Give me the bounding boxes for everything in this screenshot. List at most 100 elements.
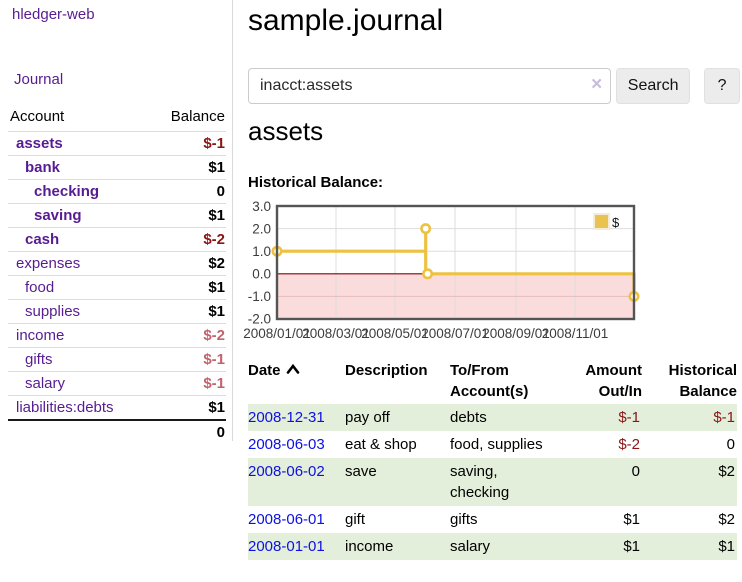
register-row: 2008-06-03 eat & shop food, supplies $-2… <box>248 431 737 458</box>
help-button[interactable]: ? <box>704 68 740 104</box>
transaction-balance: $2 <box>718 511 735 528</box>
y-tick-label: 0.0 <box>252 267 271 282</box>
account-row: supplies $1 <box>8 299 226 324</box>
transaction-description: eat & shop <box>345 436 417 453</box>
account-link-salary[interactable]: salary <box>25 375 66 392</box>
register-col-description: Description <box>345 362 428 379</box>
y-axis-labels: 3.0 2.0 1.0 0.0 -1.0 -2.0 <box>248 199 271 327</box>
account-row: saving $1 <box>8 203 226 228</box>
account-link-saving[interactable]: saving <box>34 207 82 224</box>
sidebar-item-journal[interactable]: Journal <box>14 71 64 88</box>
account-row: assets $-1 <box>8 131 226 156</box>
page-title: sample.journal <box>248 4 444 37</box>
account-row: bank $1 <box>8 155 226 180</box>
accounts-total-value: 0 <box>146 419 226 444</box>
legend-swatch-icon <box>593 213 610 230</box>
brand-link[interactable]: hledger-web <box>12 6 95 23</box>
register-row: 2008-12-31 pay off debts $-1 $-1 <box>248 404 737 431</box>
search-input[interactable] <box>248 68 612 104</box>
x-tick-label: 2008/07/01 <box>421 326 489 341</box>
x-tick-label: 2008/11/01 <box>542 326 609 341</box>
x-tick-label: 2008/09/01 <box>482 326 550 341</box>
register-row: 2008-06-02 save saving, checking 0 $2 <box>248 458 737 506</box>
account-balance: $2 <box>146 251 226 276</box>
account-link-checking[interactable]: checking <box>34 183 100 200</box>
sort-asc-icon <box>286 363 299 374</box>
chart-point-2008-06-01 <box>420 223 432 235</box>
register-col-accounts: To/From Account(s) <box>450 362 529 400</box>
transaction-description: gift <box>345 511 366 528</box>
clear-search-icon[interactable]: × <box>591 74 603 95</box>
accounts-col-balance: Balance <box>170 108 225 125</box>
transaction-date-link[interactable]: 2008-06-01 <box>248 511 325 528</box>
account-link-supplies[interactable]: supplies <box>25 303 81 320</box>
transaction-accounts: saving, checking <box>450 463 510 501</box>
x-axis-labels: 2008/01/01 2008/03/01 2008/05/01 2008/07… <box>243 326 608 341</box>
account-balance: $1 <box>146 203 226 228</box>
search-button[interactable]: Search <box>616 68 691 104</box>
register-header-row: Date Description To/From Account(s) Amoun… <box>248 358 737 404</box>
transaction-amount: $1 <box>623 511 640 528</box>
register-col-balance: Historical Balance <box>668 362 737 400</box>
chart-border <box>275 204 636 321</box>
account-row: food $1 <box>8 275 226 300</box>
transaction-date-link[interactable]: 2008-12-31 <box>248 409 325 426</box>
account-link-assets[interactable]: assets <box>16 135 63 152</box>
x-tick-label: 2008/03/01 <box>302 326 370 341</box>
y-tick-label: 3.0 <box>252 201 271 214</box>
register-row: 2008-06-01 gift gifts $1 $2 <box>248 506 737 533</box>
transaction-amount: $-1 <box>618 409 640 426</box>
transaction-accounts: gifts <box>450 511 478 528</box>
accounts-table: Account Balance assets $-1 bank $1 check… <box>8 104 226 444</box>
chart-title: Historical Balance: <box>248 174 384 191</box>
account-balance: $1 <box>146 155 226 180</box>
account-balance: $-1 <box>146 371 226 396</box>
transaction-balance: $1 <box>718 538 735 555</box>
accounts-col-account: Account <box>10 108 65 125</box>
register-row: 2008-01-01 income salary $1 $1 <box>248 533 737 560</box>
account-link-expenses[interactable]: expenses <box>16 255 81 272</box>
account-balance: $1 <box>146 299 226 324</box>
chart-legend: $ <box>593 213 620 230</box>
account-row: gifts $-1 <box>8 347 226 372</box>
account-link-cash[interactable]: cash <box>25 231 60 248</box>
account-link-gifts[interactable]: gifts <box>25 351 53 368</box>
account-balance: $1 <box>146 395 226 420</box>
account-link-income[interactable]: income <box>16 327 65 344</box>
account-row: expenses $2 <box>8 251 226 276</box>
account-balance: $-2 <box>146 227 226 252</box>
legend-label: $ <box>612 215 620 230</box>
transaction-amount: 0 <box>631 463 640 480</box>
account-link-bank[interactable]: bank <box>25 159 61 176</box>
account-row: checking 0 <box>8 179 226 204</box>
main-content: sample.journal × Search ? assets Histori… <box>243 0 740 582</box>
account-balance: $-1 <box>146 131 226 156</box>
y-tick-label: -2.0 <box>248 312 271 327</box>
register-col-date[interactable]: Date <box>248 358 345 404</box>
historical-balance-chart[interactable]: $ 3.0 2.0 1.0 0.0 -1.0 -2.0 2008/01/01 2… <box>237 199 734 348</box>
transaction-date-link[interactable]: 2008-06-03 <box>248 436 325 453</box>
transaction-description: save <box>345 463 377 480</box>
y-tick-label: -1.0 <box>248 289 271 304</box>
accounts-header-row: Account Balance <box>8 104 226 132</box>
account-link-liabilities-debts[interactable]: liabilities:debts <box>16 399 114 416</box>
transaction-date-link[interactable]: 2008-06-02 <box>248 463 325 480</box>
account-row: salary $-1 <box>8 371 226 396</box>
transaction-amount: $1 <box>623 538 640 555</box>
y-tick-label: 1.0 <box>252 244 271 259</box>
transaction-description: income <box>345 538 394 555</box>
chart-gridlines-x <box>335 207 576 318</box>
account-balance: 0 <box>146 179 226 204</box>
account-balance: $1 <box>146 275 226 300</box>
transaction-balance: $2 <box>718 463 735 480</box>
account-row: liabilities:debts $1 <box>8 395 226 420</box>
account-balance: $-2 <box>146 323 226 348</box>
y-tick-label: 2.0 <box>252 222 271 237</box>
transaction-balance: $-1 <box>713 409 735 426</box>
register-table: Date Description To/From Account(s) Amoun… <box>248 358 737 560</box>
account-heading: assets <box>248 116 324 146</box>
transaction-date-link[interactable]: 2008-01-01 <box>248 538 325 555</box>
account-link-food[interactable]: food <box>25 279 55 296</box>
x-tick-label: 2008/01/01 <box>243 326 311 341</box>
chart-point-2008-06-03 <box>422 268 434 280</box>
